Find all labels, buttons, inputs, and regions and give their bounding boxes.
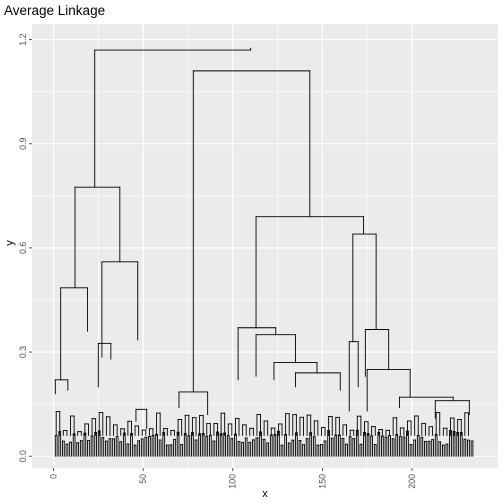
y-axis-ticks: 0.0 0.3 0.6 0.9 1.2 xyxy=(18,33,32,462)
dendrogram-tree xyxy=(54,47,474,457)
chart-title: Average Linkage xyxy=(4,3,105,18)
y-tick-label: 0.0 xyxy=(18,450,28,462)
x-tick-label: 0 xyxy=(49,474,59,479)
x-axis-ticks: 0 50 100 150 200 xyxy=(49,468,417,489)
y-tick-label: 0.6 xyxy=(18,242,28,254)
x-tick-label: 150 xyxy=(317,474,327,489)
y-tick-label: 0.9 xyxy=(18,138,28,150)
x-axis-title: x xyxy=(262,488,268,500)
grid-lines xyxy=(32,24,498,468)
plot-panel xyxy=(32,24,498,468)
x-tick-label: 200 xyxy=(407,474,417,489)
x-tick-label: 50 xyxy=(138,474,148,484)
x-tick-label: 100 xyxy=(228,474,238,489)
y-tick-label: 0.3 xyxy=(18,346,28,358)
y-tick-label: 1.2 xyxy=(18,33,28,45)
y-axis-title: y xyxy=(4,240,16,246)
panel-background xyxy=(32,24,498,468)
